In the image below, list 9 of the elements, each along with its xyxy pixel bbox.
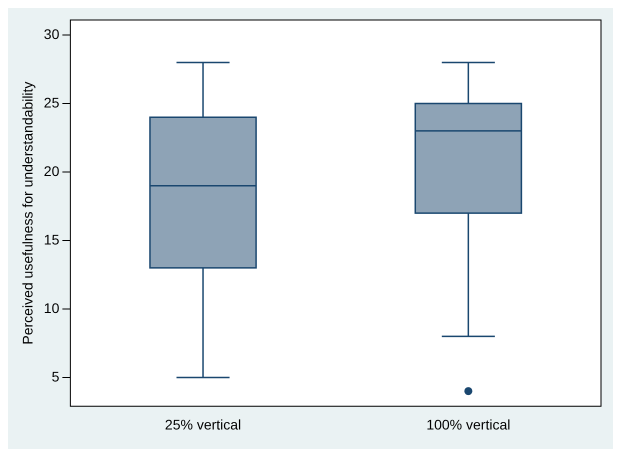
y-axis-title: Perceived usefulness for understandability (19, 82, 36, 345)
y-tick-label: 15 (44, 231, 60, 248)
x-tick-label: 25% vertical (164, 416, 242, 432)
x-tick-label: 100% vertical (426, 416, 510, 432)
y-tick-label: 20 (44, 162, 60, 179)
y-tick-label: 5 (52, 368, 60, 384)
y-tick-label: 10 (44, 300, 60, 316)
y-tick-label: 25 (44, 94, 60, 110)
y-tick-label: 30 (44, 26, 60, 42)
